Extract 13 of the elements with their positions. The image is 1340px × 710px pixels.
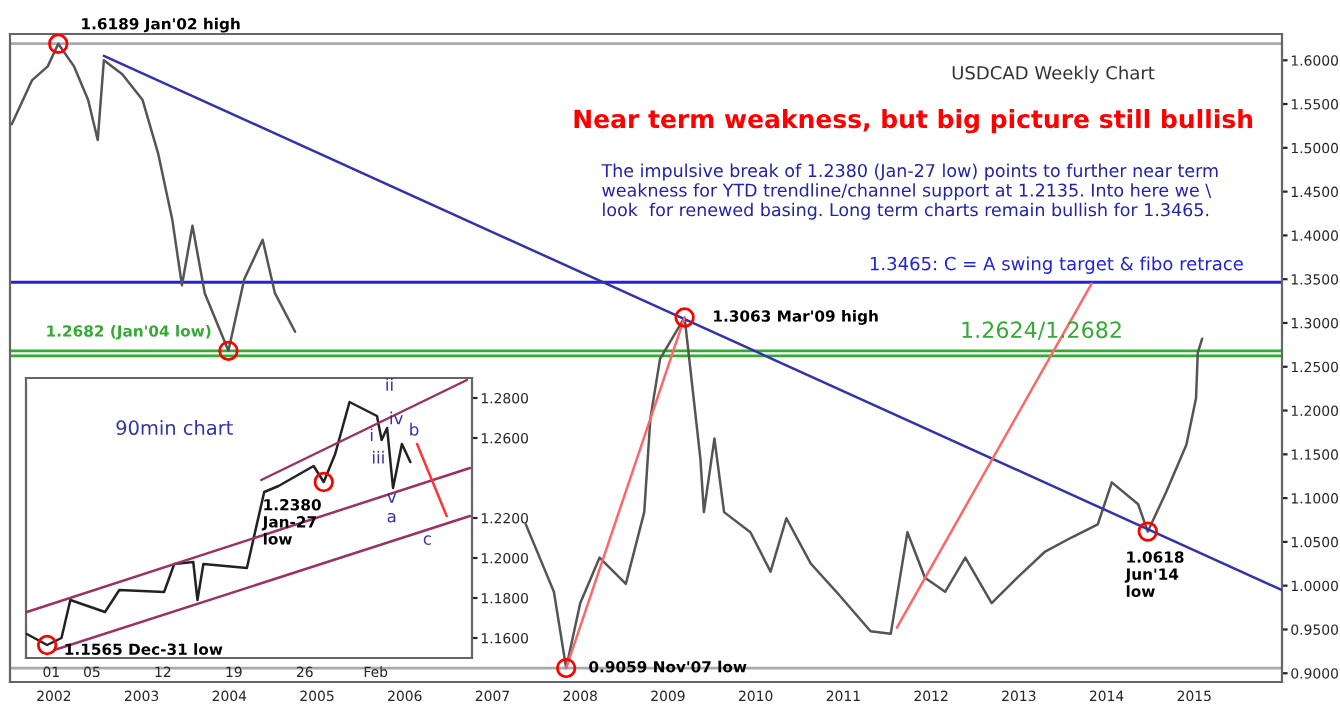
annotation: The impulsive break of 1.2380 (Jan-27 low) points to further near term weakness for YTD trendline/channel support at 1.2135. Into here we \ look for renewed basing. Long term charts remain bullish for 1.3465. (601, 163, 1218, 220)
annotation: iii (372, 450, 384, 464)
annotation: 90min chart (116, 420, 233, 436)
text: USDCAD Weekly Chart (952, 65, 1155, 84)
ref-line-label: 1.3465: C = A swing target & fibo retrace (870, 256, 1243, 274)
annotation: ii (386, 378, 393, 391)
annotation: b (410, 422, 419, 436)
annotation: v (387, 493, 397, 503)
text: Near term weakness, but big picture still bullish (574, 108, 1253, 134)
annotation: i (370, 428, 373, 442)
annotation: iv (390, 411, 403, 425)
annotation: c (423, 535, 431, 545)
annotation: a (387, 512, 396, 523)
